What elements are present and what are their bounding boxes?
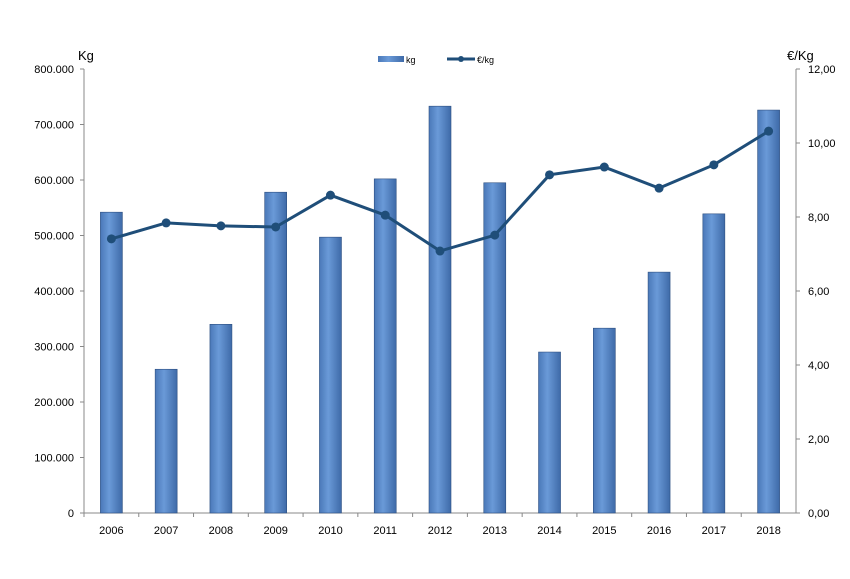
price-point-2008 <box>216 221 226 231</box>
y-tick-label: 700.000 <box>34 120 74 132</box>
y-axis-label: Kg <box>78 48 94 63</box>
bar-2018 <box>757 109 780 514</box>
legend-bar-swatch <box>378 56 404 62</box>
x-tick-label: 2014 <box>537 525 561 537</box>
y2-tick-label: 4,00 <box>808 360 829 372</box>
y-tick-label: 400.000 <box>34 286 74 298</box>
y2-tick-label: 0,00 <box>808 508 829 520</box>
bar-2011 <box>373 178 397 514</box>
y2-tick-label: 2,00 <box>808 434 829 446</box>
y-tick-label: 300.000 <box>34 342 74 354</box>
price-point-2016 <box>654 183 664 193</box>
y-tick-label: 600.000 <box>34 175 74 187</box>
bar-2016 <box>647 271 671 514</box>
x-tick-label: 2018 <box>756 525 780 537</box>
bar-2008 <box>209 323 233 514</box>
legend: kg €/kg <box>378 55 494 65</box>
y2-tick-label: 10,00 <box>808 138 836 150</box>
y2-tick-label: 8,00 <box>808 212 829 224</box>
legend-label-price: €/kg <box>477 55 494 65</box>
bar-2012 <box>428 105 452 514</box>
x-tick-label: 2009 <box>263 525 287 537</box>
bar-2017 <box>702 213 726 514</box>
y-tick-label: 100.000 <box>34 453 74 465</box>
price-point-2015 <box>599 162 609 172</box>
y2-axis-label: €/Kg <box>787 48 814 63</box>
price-point-2011 <box>380 210 390 220</box>
x-tick-label: 2015 <box>592 525 616 537</box>
y-tick-label: 200.000 <box>34 397 74 409</box>
price-point-2018 <box>764 126 774 136</box>
y2-tick-label: 6,00 <box>808 286 829 298</box>
x-tick-label: 2012 <box>428 525 452 537</box>
bar-2010 <box>319 236 342 514</box>
bar-2009 <box>264 191 287 514</box>
legend-label-kg: kg <box>406 55 416 65</box>
bar-2013 <box>483 182 507 514</box>
y-tick-label: 500.000 <box>34 231 74 243</box>
price-point-2014 <box>545 170 555 180</box>
x-tick-label: 2016 <box>647 525 671 537</box>
price-point-2009 <box>271 222 281 232</box>
price-point-2007 <box>161 218 171 228</box>
y-tick-label: 800.000 <box>34 64 74 76</box>
x-tick-label: 2013 <box>483 525 507 537</box>
price-point-2012 <box>435 246 445 256</box>
price-point-2017 <box>709 160 719 170</box>
x-tick-label: 2007 <box>154 525 178 537</box>
x-tick-label: 2011 <box>373 525 397 537</box>
bar-2006 <box>100 211 123 514</box>
legend-marker <box>458 56 464 62</box>
x-tick-label: 2008 <box>209 525 233 537</box>
y-tick-label: 0 <box>68 508 74 520</box>
bar-2007 <box>154 368 178 514</box>
x-tick-label: 2010 <box>318 525 342 537</box>
price-point-2010 <box>325 190 335 200</box>
price-point-2013 <box>490 230 500 240</box>
x-tick-label: 2006 <box>99 525 123 537</box>
bar-2014 <box>538 351 561 514</box>
y2-tick-label: 12,00 <box>808 64 836 76</box>
bar-2015 <box>593 327 616 514</box>
x-tick-label: 2017 <box>702 525 726 537</box>
price-point-2006 <box>106 234 116 244</box>
